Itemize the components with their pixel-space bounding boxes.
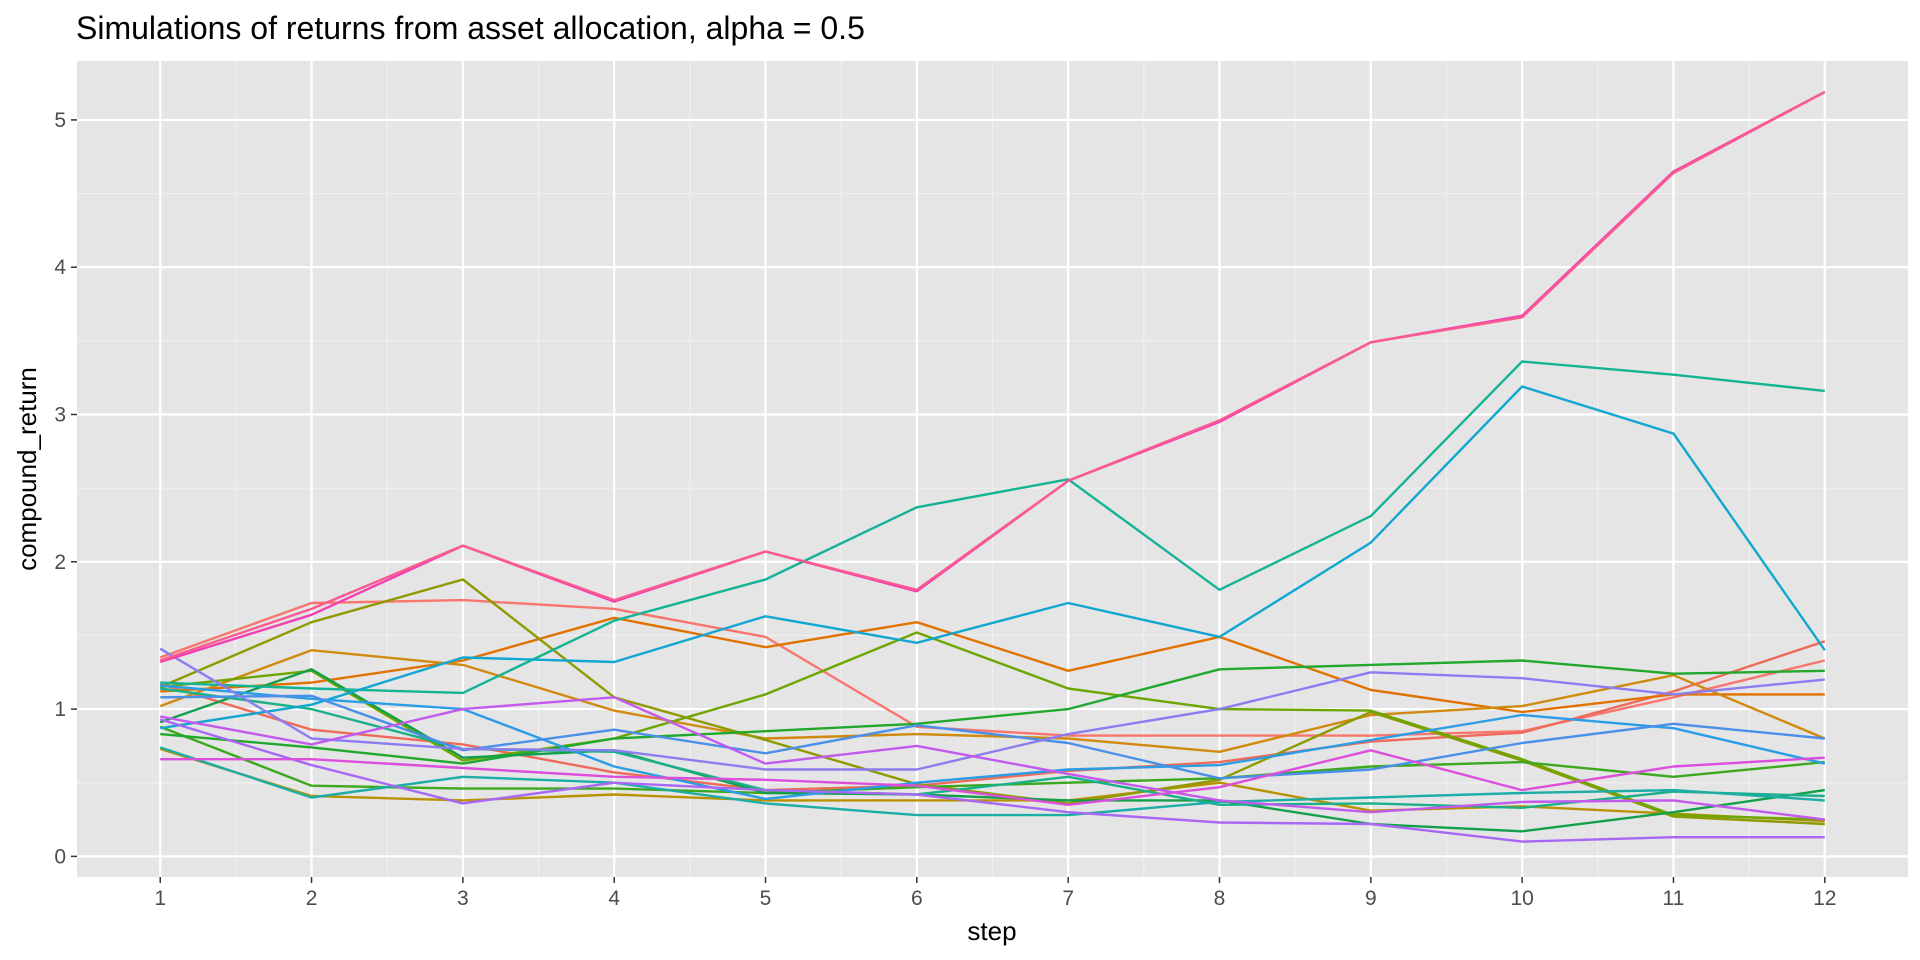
minor-gridlines [77, 61, 1908, 877]
y-tick-label: 5 [54, 109, 66, 132]
x-tick-label: 1 [154, 887, 166, 910]
series-line-17 [159, 647, 1825, 771]
x-tick-label: 12 [1813, 887, 1836, 910]
x-tick-label: 4 [608, 887, 620, 910]
x-tick-label: 3 [457, 887, 469, 910]
x-tick-label: 10 [1510, 887, 1533, 910]
major-gridlines [77, 61, 1908, 877]
y-tick-label: 0 [54, 845, 66, 868]
x-tick-label: 9 [1365, 887, 1377, 910]
x-axis-label: step [967, 916, 1016, 946]
chart-title: Simulations of returns from asset alloca… [76, 10, 865, 46]
series-line-14 [160, 385, 1826, 730]
series-line-9 [160, 659, 1825, 765]
series-line-18 [159, 718, 1825, 843]
x-tick-label: 6 [911, 887, 923, 910]
series-line-7 [160, 631, 1825, 821]
y-tick-label: 1 [54, 698, 66, 721]
x-tick-label: 11 [1663, 887, 1685, 910]
series-lines [159, 90, 1826, 843]
series-line-22 [159, 90, 1826, 662]
series-line-5 [159, 747, 1825, 823]
series-line-13 [159, 746, 1825, 817]
y-tick-label: 4 [54, 256, 66, 279]
series-line-16 [160, 694, 1825, 780]
x-tick-label: 8 [1214, 887, 1226, 910]
series-line-19 [159, 696, 1825, 821]
x-tick-label: 2 [306, 887, 318, 910]
y-axis-label: compound_return [12, 367, 42, 571]
series-line-15 [160, 684, 1826, 801]
series-line-12 [160, 360, 1825, 695]
x-tick-label: 5 [760, 887, 772, 910]
x-axis: 1 2 3 4 5 6 7 8 9 10 11 12 [154, 877, 1836, 910]
y-tick-label: 3 [54, 404, 66, 427]
series-line-4 [159, 649, 1826, 753]
series-line-20 [160, 749, 1825, 806]
x-tick-label: 7 [1062, 887, 1074, 910]
y-tick-label: 2 [54, 551, 66, 574]
y-axis: 0 1 2 3 4 5 [54, 109, 77, 868]
series-line-6 [159, 578, 1825, 826]
